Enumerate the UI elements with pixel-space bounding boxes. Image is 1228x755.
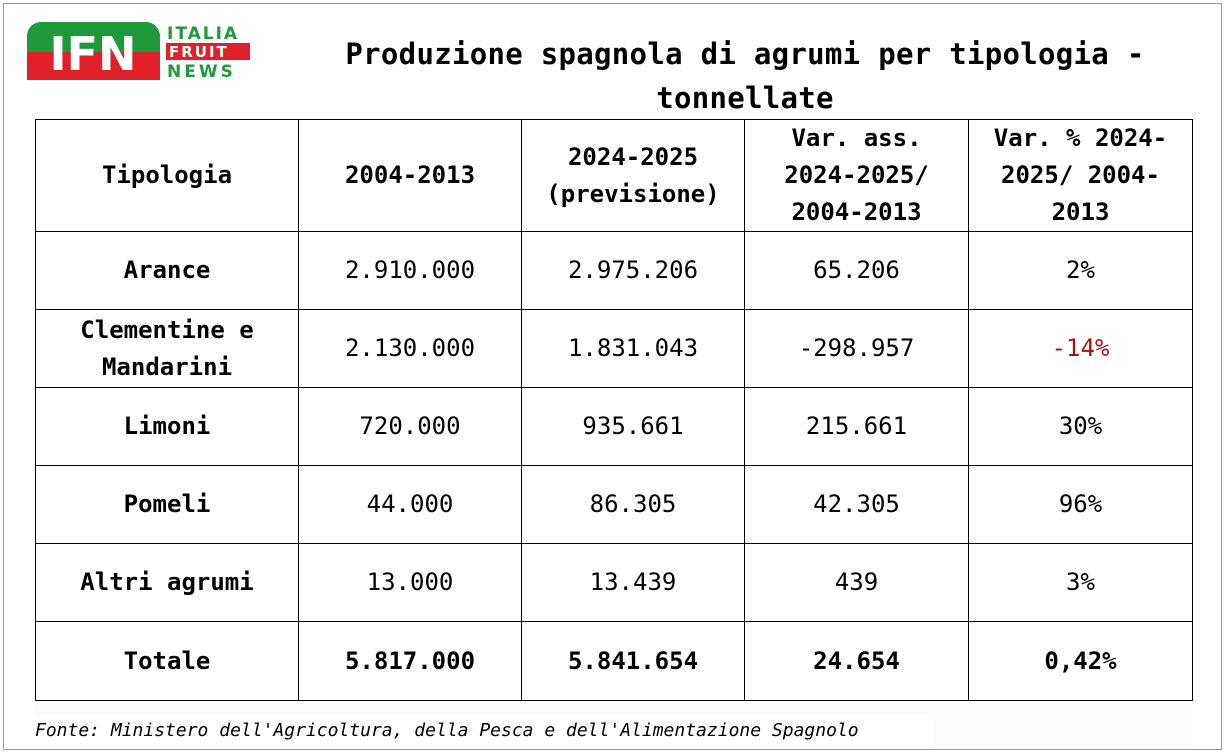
cell-var-pct: 96% xyxy=(968,465,1193,544)
cell-2004-2013: 44.000 xyxy=(298,465,522,544)
cell-tipologia: Limoni xyxy=(35,387,299,466)
page-title: Produzione spagnola di agrumi per tipolo… xyxy=(345,37,1145,115)
total-var-pct: 0,42% xyxy=(968,621,1193,701)
cell-2024-2025: 2.975.206 xyxy=(521,231,745,310)
header-2024-2025: 2024-2025 (previsione) xyxy=(521,119,745,232)
header-tipologia: Tipologia xyxy=(35,119,299,232)
cell-var-ass: 215.661 xyxy=(744,387,969,466)
table-row: Clementine e Mandarini 2.130.000 1.831.0… xyxy=(35,309,1193,388)
cell-tipologia: Altri agrumi xyxy=(35,543,299,622)
total-2004-2013: 5.817.000 xyxy=(298,621,522,701)
table-total-row: Totale 5.817.000 5.841.654 24.654 0,42% xyxy=(35,621,1193,701)
production-table: Tipologia 2004-2013 2024-2025 (prevision… xyxy=(35,119,1193,701)
cell-2024-2025: 1.831.043 xyxy=(521,309,745,388)
table-header-row: Tipologia 2004-2013 2024-2025 (prevision… xyxy=(35,119,1193,232)
cell-2024-2025: 86.305 xyxy=(521,465,745,544)
cell-var-pct: -14% xyxy=(968,309,1193,388)
cell-2004-2013: 720.000 xyxy=(298,387,522,466)
header-var-pct: Var. % 2024-2025/ 2004-2013 xyxy=(968,119,1193,232)
cell-2024-2025: 935.661 xyxy=(521,387,745,466)
source-note: Fonte: Ministero dell'Agricoltura, della… xyxy=(35,714,935,748)
cell-var-ass: -298.957 xyxy=(744,309,969,388)
document-frame xyxy=(3,3,1222,750)
cell-2024-2025: 13.439 xyxy=(521,543,745,622)
logo-letters: IFN xyxy=(49,27,136,80)
cell-var-ass: 439 xyxy=(744,543,969,622)
table-row: Arance 2.910.000 2.975.206 65.206 2% xyxy=(35,231,1193,310)
logo-line1: ITALIA xyxy=(167,24,239,44)
table-row: Limoni 720.000 935.661 215.661 30% xyxy=(35,387,1193,466)
ifn-logo: IFN ITALIA FRUIT NEWS xyxy=(27,22,250,80)
cell-2004-2013: 2.130.000 xyxy=(298,309,522,388)
table-row: Altri agrumi 13.000 13.439 439 3% xyxy=(35,543,1193,622)
cell-2004-2013: 2.910.000 xyxy=(298,231,522,310)
table-row: Pomeli 44.000 86.305 42.305 96% xyxy=(35,465,1193,544)
cell-2004-2013: 13.000 xyxy=(298,543,522,622)
cell-var-ass: 65.206 xyxy=(744,231,969,310)
header-var-ass: Var. ass. 2024-2025/ 2004-2013 xyxy=(744,119,969,232)
cell-var-pct: 30% xyxy=(968,387,1193,466)
cell-var-pct: 3% xyxy=(968,543,1193,622)
logo-line3: NEWS xyxy=(167,62,236,80)
header-2004-2013: 2004-2013 xyxy=(298,119,522,232)
cell-var-ass: 42.305 xyxy=(744,465,969,544)
logo-line2: FRUIT xyxy=(169,43,229,61)
cell-var-pct: 2% xyxy=(968,231,1193,310)
cell-tipologia: Arance xyxy=(35,231,299,310)
total-2024-2025: 5.841.654 xyxy=(521,621,745,701)
total-var-ass: 24.654 xyxy=(744,621,969,701)
total-label: Totale xyxy=(35,621,299,701)
cell-tipologia: Clementine e Mandarini xyxy=(35,309,299,388)
cell-tipologia: Pomeli xyxy=(35,465,299,544)
